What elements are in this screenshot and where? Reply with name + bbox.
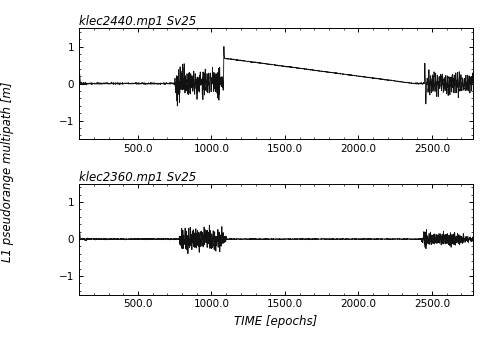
Text: klec2440.mp1 Sv25: klec2440.mp1 Sv25 (79, 15, 196, 28)
Text: L1 pseudorange multipath [m]: L1 pseudorange multipath [m] (1, 81, 14, 262)
Text: klec2360.mp1 Sv25: klec2360.mp1 Sv25 (79, 170, 196, 184)
X-axis label: TIME [epochs]: TIME [epochs] (234, 315, 318, 328)
